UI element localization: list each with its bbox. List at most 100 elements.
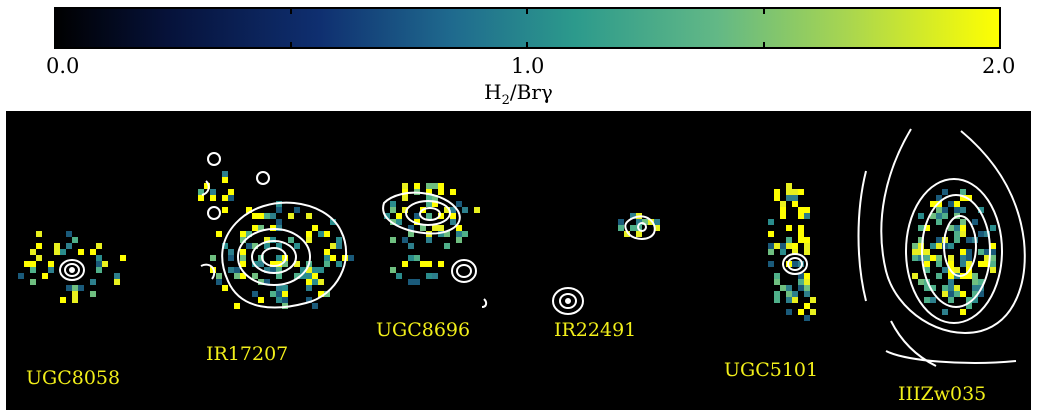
map-pixel (798, 231, 804, 237)
map-pixel (990, 249, 996, 255)
map-pixel (216, 273, 222, 279)
map-pixel (654, 219, 660, 225)
pixel-layer (18, 171, 996, 321)
map-pixel (774, 291, 780, 297)
map-pixel (438, 225, 444, 231)
map-pixel (66, 231, 72, 237)
map-pixel (924, 225, 930, 231)
contour-ir22491 (552, 287, 584, 315)
map-pixel (972, 273, 978, 279)
map-pixel (768, 261, 774, 267)
map-pixel (426, 195, 432, 201)
map-pixel (294, 261, 300, 267)
map-pixel (654, 225, 660, 231)
contour-ir17207 (201, 180, 210, 196)
map-pixel (768, 243, 774, 249)
contour-ugc5101 (787, 257, 803, 271)
map-pixel (396, 213, 402, 219)
map-pixel (54, 243, 60, 249)
map-pixel (960, 207, 966, 213)
map-pixel (804, 207, 810, 213)
map-pixel (942, 291, 948, 297)
map-pixel (966, 273, 972, 279)
map-pixel (798, 207, 804, 213)
map-pixel (426, 273, 432, 279)
map-pixel (24, 261, 30, 267)
map-pixel (222, 243, 228, 249)
map-pixel (792, 291, 798, 297)
map-pixel (240, 249, 246, 255)
map-pixel (948, 225, 954, 231)
map-pixel (984, 261, 990, 267)
contour-iiizw035 (857, 170, 867, 302)
map-pixel (264, 279, 270, 285)
map-pixel (276, 291, 282, 297)
map-pixel (30, 279, 36, 285)
map-pixel (114, 273, 120, 279)
map-pixel (960, 309, 966, 315)
map-pixel (90, 249, 96, 255)
map-pixel (936, 213, 942, 219)
map-pixel (648, 219, 654, 225)
map-pixel (960, 219, 966, 225)
map-pixel (390, 237, 396, 243)
contour-iiizw035 (885, 350, 1017, 364)
map-pixel (228, 267, 234, 273)
galaxy-label-ir17207: IR17207 (206, 343, 289, 365)
map-pixel (258, 279, 264, 285)
map-pixel (954, 291, 960, 297)
map-pixel (306, 279, 312, 285)
map-pixel (48, 267, 54, 273)
map-pixel (270, 237, 276, 243)
map-pixel (324, 231, 330, 237)
map-pixel (804, 303, 810, 309)
map-pixel (768, 249, 774, 255)
map-pixel (948, 201, 954, 207)
map-pixel (60, 297, 66, 303)
colorbar-tick-min: 0.0 (46, 54, 80, 78)
colorbar-label: H2/Brγ (0, 80, 1037, 108)
map-pixel (960, 225, 966, 231)
map-pixel (276, 297, 282, 303)
map-pixel (792, 297, 798, 303)
map-pixel (774, 189, 780, 195)
map-pixel (978, 261, 984, 267)
map-pixel (288, 237, 294, 243)
map-pixel (210, 195, 216, 201)
map-pixel (390, 267, 396, 273)
map-pixel (990, 243, 996, 249)
map-pixel (294, 243, 300, 249)
map-pixel (432, 273, 438, 279)
contour-iiizw035 (880, 128, 1026, 334)
map-pixel (918, 255, 924, 261)
map-pixel (426, 189, 432, 195)
map-pixel (120, 255, 126, 261)
map-pixel (246, 207, 252, 213)
map-pixel (48, 261, 54, 267)
map-pixel (102, 261, 108, 267)
contour-ugc8696 (451, 259, 477, 283)
map-pixel (930, 285, 936, 291)
map-pixel (786, 183, 792, 189)
map-pixel (966, 261, 972, 267)
map-pixel (234, 303, 240, 309)
map-pixel (324, 291, 330, 297)
map-pixel (234, 273, 240, 279)
contour-ugc8696 (419, 207, 441, 221)
contour-ir17207 (200, 263, 216, 280)
contour-ir17207 (221, 201, 347, 309)
map-pixel (300, 273, 306, 279)
map-pixel (420, 225, 426, 231)
map-pixel (204, 183, 210, 189)
map-pixel (246, 231, 252, 237)
map-pixel (312, 279, 318, 285)
map-pixel (282, 297, 288, 303)
map-pixel (966, 249, 972, 255)
map-pixel (954, 207, 960, 213)
map-pixel (276, 267, 282, 273)
map-pixel (918, 243, 924, 249)
map-pixel (30, 261, 36, 267)
contour-ir17207 (251, 240, 297, 274)
contour-ir22491 (637, 222, 647, 232)
map-pixel (984, 255, 990, 261)
